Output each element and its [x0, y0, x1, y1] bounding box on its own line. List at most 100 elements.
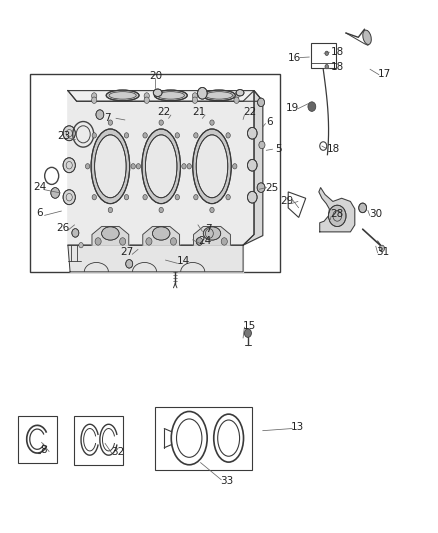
Polygon shape: [92, 227, 129, 245]
Text: 13: 13: [291, 423, 304, 432]
Ellipse shape: [153, 89, 162, 96]
Text: 22: 22: [158, 107, 171, 117]
Circle shape: [146, 238, 152, 245]
Text: 6: 6: [36, 208, 43, 218]
Text: 23: 23: [57, 131, 70, 141]
Circle shape: [196, 238, 202, 245]
Circle shape: [92, 93, 97, 99]
Circle shape: [187, 164, 191, 169]
Circle shape: [359, 203, 367, 213]
Circle shape: [136, 164, 141, 169]
Circle shape: [192, 93, 198, 99]
Text: 32: 32: [111, 447, 124, 457]
Circle shape: [221, 238, 227, 245]
Ellipse shape: [193, 129, 231, 204]
Text: 14: 14: [177, 256, 190, 266]
Text: 8: 8: [40, 446, 47, 455]
Circle shape: [198, 87, 207, 99]
Text: 28: 28: [331, 209, 344, 219]
Ellipse shape: [91, 129, 130, 204]
Circle shape: [108, 207, 113, 213]
Text: 6: 6: [266, 117, 273, 126]
Circle shape: [63, 190, 75, 205]
Bar: [18, 416, 57, 463]
Polygon shape: [319, 188, 355, 232]
Circle shape: [170, 238, 177, 245]
Circle shape: [379, 245, 385, 252]
Circle shape: [210, 207, 214, 213]
Circle shape: [159, 207, 163, 213]
Circle shape: [194, 195, 198, 200]
Polygon shape: [68, 91, 254, 245]
Text: 33: 33: [220, 476, 233, 486]
Ellipse shape: [203, 227, 221, 240]
Ellipse shape: [142, 129, 180, 204]
Circle shape: [51, 188, 60, 198]
Circle shape: [92, 195, 96, 200]
Circle shape: [175, 195, 180, 200]
Circle shape: [143, 133, 147, 138]
Circle shape: [144, 97, 149, 103]
Text: 21: 21: [193, 107, 206, 117]
Circle shape: [120, 238, 126, 245]
Text: 18: 18: [327, 144, 340, 154]
Bar: [74, 416, 123, 465]
Circle shape: [124, 195, 129, 200]
Ellipse shape: [95, 135, 126, 198]
Circle shape: [233, 164, 237, 169]
Circle shape: [259, 141, 265, 149]
Circle shape: [79, 243, 83, 248]
Text: 26: 26: [56, 223, 69, 233]
Polygon shape: [243, 91, 263, 245]
Polygon shape: [68, 245, 243, 272]
Circle shape: [131, 164, 135, 169]
Text: 30: 30: [369, 209, 382, 219]
Text: 25: 25: [265, 183, 278, 192]
Bar: [155, 407, 252, 470]
Circle shape: [192, 97, 198, 103]
Circle shape: [92, 97, 97, 103]
Text: 18: 18: [331, 47, 344, 57]
Ellipse shape: [196, 135, 228, 198]
Text: 24: 24: [198, 236, 212, 246]
Bar: [30, 74, 280, 272]
Text: 17: 17: [378, 69, 391, 78]
Circle shape: [247, 191, 257, 203]
Polygon shape: [143, 227, 180, 245]
Ellipse shape: [106, 90, 139, 101]
Circle shape: [92, 133, 96, 138]
Text: 22: 22: [243, 107, 256, 117]
Circle shape: [95, 238, 101, 245]
Circle shape: [63, 126, 75, 141]
Circle shape: [96, 110, 104, 119]
Text: 19: 19: [286, 103, 299, 112]
Circle shape: [247, 159, 257, 171]
Circle shape: [108, 120, 113, 125]
Text: 16: 16: [288, 53, 301, 62]
Circle shape: [63, 158, 75, 173]
Text: 15: 15: [243, 321, 256, 331]
Polygon shape: [68, 91, 263, 101]
Circle shape: [72, 229, 79, 237]
Circle shape: [159, 120, 163, 125]
Circle shape: [325, 64, 328, 69]
Circle shape: [124, 133, 129, 138]
Circle shape: [244, 329, 251, 337]
Circle shape: [194, 133, 198, 138]
Ellipse shape: [202, 90, 236, 101]
Circle shape: [257, 183, 265, 192]
Circle shape: [210, 120, 214, 125]
Circle shape: [234, 97, 239, 103]
Ellipse shape: [154, 90, 187, 101]
Circle shape: [328, 205, 346, 227]
Ellipse shape: [145, 135, 177, 198]
Circle shape: [182, 164, 186, 169]
Circle shape: [126, 260, 133, 268]
Circle shape: [226, 195, 230, 200]
Circle shape: [308, 102, 316, 111]
Circle shape: [205, 229, 213, 238]
Ellipse shape: [152, 227, 170, 240]
Text: 7: 7: [205, 224, 212, 234]
Text: 27: 27: [120, 247, 134, 257]
Circle shape: [258, 98, 265, 107]
